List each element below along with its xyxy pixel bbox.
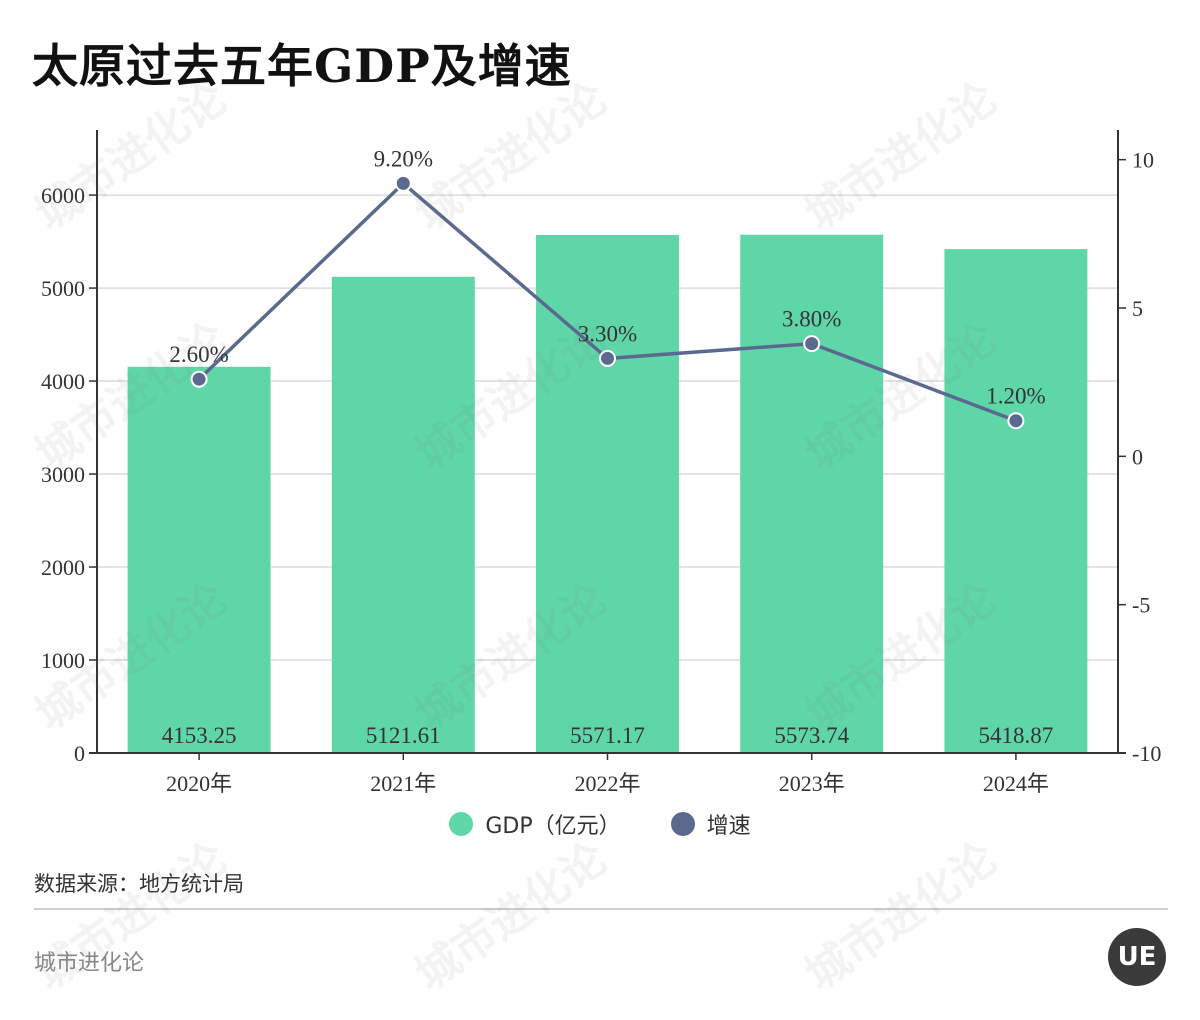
bar-value-label: 4153.25 [162,723,237,748]
right-axis-tick-label: 10 [1132,148,1154,173]
bar [944,249,1088,753]
bar-value-label: 5121.61 [366,723,441,748]
data-source: 数据来源：地方统计局 [34,872,244,896]
growth-point [599,349,616,367]
left-axis-tick-label: 0 [74,741,85,766]
bar-value-label: 5573.74 [774,723,849,748]
bar-value-label: 5571.17 [570,723,645,748]
line-series [190,174,1025,430]
logo-text: UE [1117,942,1157,972]
bar [331,276,475,753]
brand-logo: UE [1108,928,1166,986]
growth-point [803,335,821,353]
growth-value-label: 1.20% [986,384,1045,409]
growth-value-label: 2.60% [169,342,228,367]
left-axis-tick-label: 3000 [41,462,85,487]
divider [34,908,1168,910]
combo-chart: 0 1000 2000 3000 4000 5000 6000 -10 -5 0 5 10 2020年 2… [41,130,1161,796]
bar [740,234,884,754]
legend-item-gdp[interactable]: GDP（亿元） [449,808,621,840]
growth-value-label: 3.80% [782,307,841,332]
growth-point [394,174,412,192]
growth-point [1007,412,1025,430]
legend-item-growth[interactable]: 增速 [670,808,751,840]
left-axis-tick-label: 4000 [41,369,85,394]
x-axis-tick-label: 2022年 [574,771,640,796]
x-axis-tick-label: 2024年 [983,771,1049,796]
bar [536,234,679,753]
growth-value-label: 3.30% [578,321,637,346]
x-axis-tick-label: 2021年 [370,771,436,796]
growth-point [190,370,208,388]
bar-value-label: 5418.87 [979,723,1054,748]
legend: GDP（亿元） 增速 [0,808,1200,840]
watermark: 城市进化论 [406,832,616,1001]
right-axis-tick-label: -10 [1132,741,1161,766]
watermark: 城市进化论 [796,832,1006,1001]
x-axis-tick-label: 2023年 [779,771,845,796]
right-axis-tick-label: -5 [1132,593,1150,618]
bar [127,366,271,753]
right-axis-tick-label: 5 [1132,296,1143,321]
growth-value-label: 9.20% [374,146,433,171]
legend-swatch-growth [670,812,695,836]
left-axis-tick-label: 2000 [41,555,85,580]
axes: 0 1000 2000 3000 4000 5000 6000 -10 -5 0 5 10 2020年 2… [41,130,1161,796]
data-labels: 4153.25 5121.61 5571.17 5573.74 5418.87 2.60%… [162,146,1054,748]
left-axis-tick-label: 1000 [41,648,85,673]
left-axis-tick-label: 5000 [41,276,85,301]
legend-label-growth: 增速 [706,814,751,839]
left-axis-tick-label: 6000 [41,183,85,208]
brand-name: 城市进化论 [34,951,145,976]
bar-series [127,234,1088,754]
chart-title: 太原过去五年GDP及增速 [32,39,572,93]
legend-label-gdp: GDP（亿元） [485,814,621,839]
right-axis-tick-label: 0 [1132,444,1143,469]
x-axis-tick-label: 2020年 [166,771,232,796]
legend-swatch-gdp [449,812,474,836]
